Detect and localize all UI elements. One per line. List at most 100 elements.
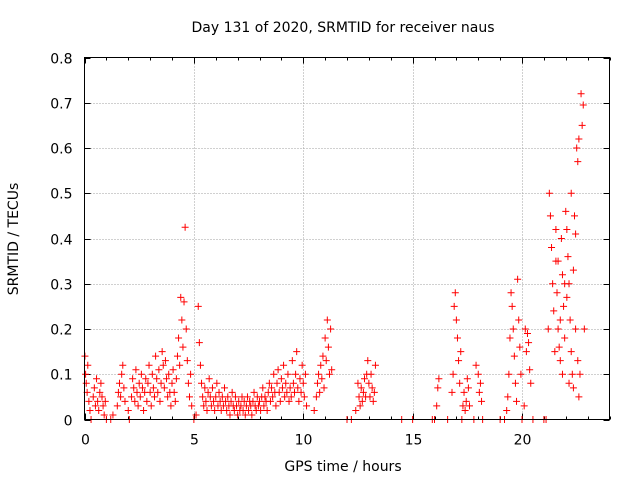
data-point [565,379,573,387]
data-point [558,271,566,279]
data-point [117,393,125,401]
data-point [100,411,108,419]
data-point [523,330,531,338]
data-point [248,411,256,419]
data-point [522,348,530,356]
data-point [366,393,374,401]
data-point [131,397,139,405]
data-point [364,357,372,365]
data-point [475,388,483,396]
data-point [463,375,471,383]
data-point [137,370,145,378]
data-point [571,212,578,220]
data-point [433,402,441,410]
data-point [561,280,569,288]
data-point [556,316,564,324]
data-point [457,348,465,356]
data-point [466,402,473,410]
data-point [370,388,378,396]
data-point [545,189,553,197]
data-point [129,375,137,383]
data-point [292,370,300,378]
data-point [181,223,189,231]
grid [84,57,610,420]
x-axis-label: GPS time / hours [284,459,401,475]
data-point [153,375,161,383]
data-point [284,370,292,378]
data-point [324,343,332,351]
data-point [118,370,126,378]
data-point [168,379,176,387]
data-point [577,90,585,98]
data-point [291,388,298,396]
data-point [109,411,117,419]
data-point [352,406,360,414]
data-point [460,388,468,396]
data-point [503,406,511,414]
data-point [90,384,98,392]
data-point [515,316,523,324]
data-point [478,397,486,405]
data-point [298,361,306,369]
data-point [156,397,164,405]
data-point [211,406,219,414]
data-point [461,406,469,414]
data-point [133,388,141,396]
data-point [194,302,202,310]
data-point [554,325,562,333]
data-point [464,384,472,392]
data-point [564,253,572,261]
data-point [356,402,364,410]
data-point [164,393,172,401]
data-point [320,384,328,392]
data-point [202,397,210,405]
data-point [544,325,552,333]
data-point [213,379,221,387]
data-point [316,388,324,396]
data-point [574,357,582,365]
data-point [263,406,271,414]
y-tick-label: 0.5 [50,187,72,203]
x-tick-label: 5 [190,433,199,449]
data-point [159,361,167,369]
data-point [566,316,574,324]
data-point [510,352,518,360]
data-point [172,375,180,383]
data-point [161,357,169,365]
data-point [456,379,464,387]
data-point [301,370,309,378]
x-tick-label: 15 [405,433,423,449]
data-point [124,406,132,414]
data-point [169,366,177,374]
data-point [321,334,329,342]
data-point [201,384,209,392]
data-point [176,361,184,369]
data-point [270,370,278,378]
data-point [212,393,220,401]
data-point [135,379,143,387]
data-point [281,393,289,401]
data-point [459,402,467,410]
data-point [293,348,301,356]
data-point [101,397,109,405]
data-point [525,339,533,347]
data-point [576,370,584,378]
data-point [315,370,323,378]
data-point [513,397,521,405]
data-point [509,325,517,333]
data-point [371,361,379,369]
data-point [154,388,162,396]
data-point [82,379,90,387]
data-point [207,402,215,410]
data-point [265,379,273,387]
data-point [119,361,127,369]
data-point [573,144,581,152]
data-point [155,366,163,374]
data-point [210,397,218,405]
data-point [227,397,235,405]
data-point [85,397,93,405]
data-point [476,379,484,387]
data-point [148,370,156,378]
data-point [553,289,561,297]
